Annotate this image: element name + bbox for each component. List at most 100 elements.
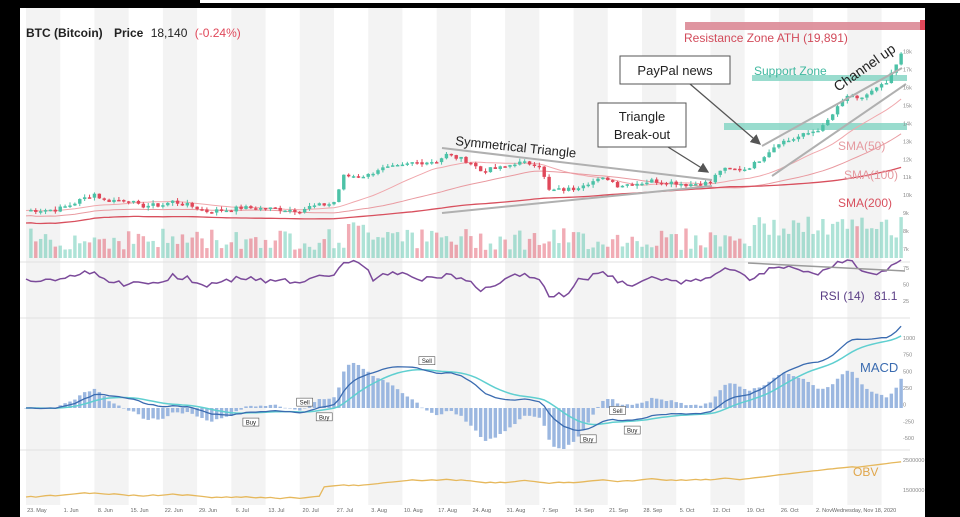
macd-histogram-bar (650, 397, 654, 408)
volume-bar (689, 248, 693, 258)
candle-body (767, 152, 771, 158)
signal-marker (418, 356, 436, 365)
candle-body (752, 161, 757, 169)
macd-histogram-bar (390, 385, 395, 408)
volume-bar (576, 232, 581, 258)
volume-bar (205, 248, 209, 258)
macd-histogram-bar (576, 408, 581, 437)
macd-histogram-bar (571, 408, 576, 442)
candle-body (786, 140, 791, 143)
macd-histogram-bar (415, 402, 419, 408)
macd-histogram-bar (185, 408, 190, 413)
candle-body (219, 209, 224, 211)
volume-bar (288, 233, 292, 258)
candle-body (782, 140, 786, 145)
candle-body (562, 188, 566, 191)
macd-histogram-bar (346, 364, 351, 408)
candle-body (390, 165, 395, 167)
volume-bar (478, 233, 483, 258)
candle-body (43, 210, 48, 212)
volume-bar (38, 238, 43, 258)
candle-body (620, 185, 625, 188)
macd-histogram-bar (826, 387, 830, 408)
y-tick-label: 15k (903, 103, 912, 109)
stripe (847, 8, 882, 505)
macd-histogram-bar (337, 387, 341, 408)
volume-bar (175, 243, 180, 258)
candle-body (596, 178, 600, 182)
candle-body (894, 64, 898, 73)
x-tick-label: 27. Jul (337, 508, 353, 514)
sma50-label: SMA(50) (838, 139, 885, 153)
volume-bar (503, 239, 507, 258)
macd-histogram-bar (791, 376, 796, 408)
macd-histogram-bar (625, 404, 630, 408)
volume-bar (254, 237, 258, 258)
candle-body (835, 106, 840, 115)
volume-bar (459, 236, 463, 258)
x-tick-label: 1. Jun (64, 508, 79, 514)
candle-body (713, 174, 718, 183)
volume-bar (439, 237, 444, 258)
volume-bar (200, 238, 204, 258)
signal-label: Sell (613, 409, 623, 415)
candle-body (151, 203, 155, 206)
volume-bar (733, 240, 737, 258)
volume-bar (410, 232, 414, 258)
macd-histogram-bar (200, 408, 204, 418)
macd-histogram-bar (131, 408, 136, 412)
macd-histogram-bar (82, 392, 87, 408)
macd-histogram-bar (180, 408, 185, 414)
candle-body (48, 209, 53, 212)
candle-body (185, 202, 190, 206)
volume-bar (879, 221, 884, 258)
candle-body (122, 200, 126, 202)
volume-bar (195, 231, 199, 258)
volume-bar (786, 233, 791, 258)
obv-line (25, 461, 902, 500)
stripe (778, 8, 814, 505)
macd-histogram-bar (420, 407, 424, 409)
y-tick-label: 2500000 (903, 458, 924, 464)
candle-body (694, 184, 698, 186)
macd-histogram-bar (219, 408, 224, 419)
volume-bar (166, 242, 170, 258)
volume-bar (43, 234, 48, 258)
candle-body (78, 199, 82, 204)
macd-histogram-bar (92, 388, 97, 408)
x-tick-label: 13. Jul (268, 508, 284, 514)
volume-bar (865, 228, 869, 258)
candle-body (293, 209, 297, 212)
volume-bar (298, 248, 302, 258)
macd-histogram-bar (156, 408, 160, 420)
candle-body (664, 183, 669, 185)
macd-histogram-bar (444, 408, 449, 412)
macd-histogram-bar (366, 371, 370, 408)
macd-histogram-bar (601, 400, 605, 408)
macd-histogram-bar (327, 398, 331, 408)
candle-body (689, 184, 693, 187)
candle-body (469, 162, 473, 165)
candle-body (459, 156, 463, 159)
macd-histogram-bar (816, 388, 820, 408)
y-tick-label: 1000 (903, 336, 915, 342)
volume-bar (170, 236, 175, 258)
volume-bar (601, 244, 605, 258)
macd-histogram-bar (547, 408, 551, 440)
x-tick-label: 15. Jun (131, 508, 149, 514)
volume-bar (830, 223, 835, 258)
candle-body (444, 153, 449, 159)
x-axis: 23. May 1. Jun 8. Jun 15. Jun 22. Jun 29. Jun… (27, 508, 896, 514)
candle-body (830, 114, 835, 120)
volume-bar (508, 249, 512, 258)
triangle-breakout-line1: Triangle (619, 109, 665, 124)
macd-histogram-bar (356, 364, 361, 408)
volume-bar (117, 241, 121, 258)
candle-body (73, 203, 77, 206)
volume-bar (581, 233, 586, 258)
candle-body (136, 200, 141, 204)
candle-body (112, 199, 116, 202)
macd-histogram-bar (855, 377, 859, 408)
volume-bar (63, 249, 67, 258)
volume-bar (219, 248, 224, 258)
